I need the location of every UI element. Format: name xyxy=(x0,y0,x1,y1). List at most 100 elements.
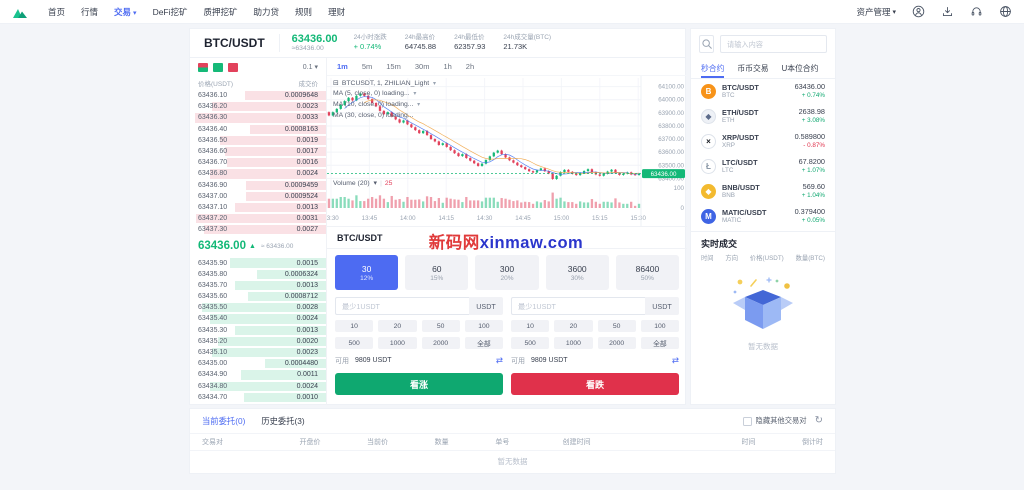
depth-view-asks-icon[interactable] xyxy=(228,62,238,72)
nav-item-boost-loan[interactable]: 助力贷 xyxy=(253,6,280,17)
quick-amount-10[interactable]: 10 xyxy=(335,320,374,332)
quick-amount-2000[interactable]: 2000 xyxy=(597,337,636,349)
timeframe-1m[interactable]: 1m xyxy=(337,62,348,71)
coin-list-item[interactable]: M MATIC/USDT MATIC 0.379400 + 0.05% xyxy=(691,204,835,229)
ma-legend: MA (30, close, 0) loading... xyxy=(333,112,414,119)
transfer-icon[interactable]: ⇄ xyxy=(495,355,503,365)
duration-60s[interactable]: 60 15% xyxy=(405,255,469,290)
precision-dropdown[interactable]: 0.1 ▾ xyxy=(302,64,318,71)
nav-item-defi-mining[interactable]: DeFi挖矿 xyxy=(152,6,188,17)
buy-down-button[interactable]: 看跌 xyxy=(511,373,679,395)
quick-amount-100[interactable]: 100 xyxy=(640,320,679,332)
svg-text:14:15: 14:15 xyxy=(438,215,454,222)
orderbook-row[interactable]: 63436.90 0.0009459 xyxy=(190,180,326,191)
orderbook-row[interactable]: 63436.30 0.0033 xyxy=(190,112,326,123)
quick-amount-50[interactable]: 50 xyxy=(597,320,636,332)
coin-list-item[interactable]: Ł LTC/USDT LTC 67.8200 + 1.07% xyxy=(691,154,835,179)
orders-tab-1[interactable]: 历史委托(3) xyxy=(261,416,305,426)
orderbook-row[interactable]: 63436.40 0.0008163 xyxy=(190,124,326,135)
duration-3600s[interactable]: 3600 30% xyxy=(545,255,609,290)
customer-service-icon[interactable] xyxy=(969,5,983,19)
orderbook-row[interactable]: 63435.80 0.0006324 xyxy=(190,269,326,280)
coin-list-item[interactable]: B BTC/USDT BTC 63436.00 + 0.74% xyxy=(691,79,835,104)
sidebar-tab-1[interactable]: 币币交易 xyxy=(737,64,769,73)
timeframe-2h[interactable]: 2h xyxy=(465,62,475,71)
nav-item-wealth[interactable]: 理财 xyxy=(328,6,346,17)
orderbook-row[interactable]: 63436.50 0.0019 xyxy=(190,135,326,146)
duration-30s[interactable]: 30 12% xyxy=(335,255,399,290)
orderbook-row[interactable]: 63435.20 0.0020 xyxy=(190,336,326,347)
orderbook-row[interactable]: 63435.60 0.0008712 xyxy=(190,291,326,302)
orders-tab-0[interactable]: 当前委托(0) xyxy=(202,416,246,426)
quick-amount-全部[interactable]: 全部 xyxy=(464,337,503,349)
quick-amount-全部[interactable]: 全部 xyxy=(640,337,679,349)
quick-amount-1000[interactable]: 1000 xyxy=(378,337,417,349)
quick-amount-20[interactable]: 20 xyxy=(554,320,593,332)
refresh-icon[interactable]: ↻ xyxy=(814,415,823,426)
quick-amount-500[interactable]: 500 xyxy=(511,337,550,349)
timeframe-5m[interactable]: 5m xyxy=(361,62,373,71)
orderbook-row[interactable]: 63435.70 0.0013 xyxy=(190,280,326,291)
chart-series-icon: ⊟ xyxy=(333,80,339,87)
timeframe-30m[interactable]: 30m xyxy=(414,62,430,71)
orderbook-row[interactable]: 63437.20 0.0031 xyxy=(190,213,326,224)
orderbook-row[interactable]: 63437.30 0.0027 xyxy=(190,224,326,235)
duration-86400s[interactable]: 86400 50% xyxy=(615,255,680,290)
order-amount: 0.0013 xyxy=(296,281,318,289)
quick-amount-100[interactable]: 100 xyxy=(464,320,503,332)
language-globe-icon[interactable] xyxy=(998,5,1012,19)
orders-controls: 隐藏其他交易对 ↻ xyxy=(742,415,823,426)
hide-other-pairs-checkbox[interactable] xyxy=(742,416,752,426)
orderbook-row[interactable]: 63436.80 0.0024 xyxy=(190,168,326,179)
quick-amount-1000[interactable]: 1000 xyxy=(554,337,593,349)
orderbook-row[interactable]: 63435.30 0.0013 xyxy=(190,325,326,336)
nav-item-home[interactable]: 首页 xyxy=(48,6,66,17)
quick-amount-50[interactable]: 50 xyxy=(421,320,460,332)
orderbook-row[interactable]: 63437.10 0.0013 xyxy=(190,202,326,213)
svg-text:13:30: 13:30 xyxy=(327,215,339,222)
candlestick-chart[interactable]: 13:30 13:45 14:00 14:15 14:30 14:45 15:00 15:15… xyxy=(327,76,687,226)
quick-amount-500[interactable]: 500 xyxy=(335,337,374,349)
orderbook-row[interactable]: 63435.40 0.0024 xyxy=(190,313,326,324)
orderbook-row[interactable]: 63434.80 0.0024 xyxy=(190,381,326,392)
nav-item-rules[interactable]: 规则 xyxy=(295,6,313,17)
orderbook-row[interactable]: 63436.70 0.0016 xyxy=(190,157,326,168)
orderbook-row[interactable]: 63434.90 0.0011 xyxy=(190,369,326,380)
asset-management-menu[interactable]: 资产管理 ▾ xyxy=(856,6,896,18)
amount-input-down[interactable] xyxy=(511,297,645,315)
depth-view-all-icon[interactable] xyxy=(198,62,208,72)
quick-amounts-down: 10 20 50 100 500 1000 2000 全部 xyxy=(511,320,679,349)
quick-amount-2000[interactable]: 2000 xyxy=(421,337,460,349)
orderbook-row[interactable]: 63436.60 0.0017 xyxy=(190,146,326,157)
search-input[interactable] xyxy=(720,35,827,53)
search-icon[interactable] xyxy=(699,35,714,53)
brand-logo[interactable] xyxy=(12,5,28,19)
timeframe-1h[interactable]: 1h xyxy=(443,62,452,71)
amount-input-up[interactable] xyxy=(335,297,469,315)
duration-300s[interactable]: 300 20% xyxy=(475,255,539,290)
user-account-icon[interactable] xyxy=(911,5,925,19)
nav-item-staking-mining[interactable]: 质押挖矿 xyxy=(203,6,238,17)
depth-view-bids-icon[interactable] xyxy=(213,62,223,72)
quick-amount-10[interactable]: 10 xyxy=(511,320,550,332)
orderbook-row[interactable]: 63434.70 0.0010 xyxy=(190,392,326,403)
quick-amount-20[interactable]: 20 xyxy=(378,320,417,332)
coin-list-item[interactable]: × XRP/USDT XRP 0.589800- 0.87% xyxy=(691,129,835,154)
coin-list-item[interactable]: ◆ ETH/USDT ETH 2638.98 + 3.08% xyxy=(691,104,835,129)
buy-up-button[interactable]: 看涨 xyxy=(335,373,503,395)
orderbook-row[interactable]: 63435.10 0.0023 xyxy=(190,347,326,358)
transfer-icon[interactable]: ⇄ xyxy=(671,355,679,365)
orderbook-row[interactable]: 63435.90 0.0015 xyxy=(190,257,326,268)
coin-list-item[interactable]: ◆ BNB/USDT BNB 569.60 + 1.04% xyxy=(691,179,835,204)
orderbook-row[interactable]: 63435.50 0.0028 xyxy=(190,302,326,313)
orderbook-row[interactable]: 63437.00 0.0009524 xyxy=(190,191,326,202)
nav-item-markets[interactable]: 行情 xyxy=(81,6,99,17)
sidebar-tab-2[interactable]: U本位合约 xyxy=(781,64,819,73)
download-app-icon[interactable] xyxy=(940,5,954,19)
timeframe-15m[interactable]: 15m xyxy=(386,62,401,71)
orderbook-row[interactable]: 63436.20 0.0023 xyxy=(190,101,326,112)
orderbook-row[interactable]: 63435.00 0.0004480 xyxy=(190,358,326,369)
orderbook-row[interactable]: 63436.10 0.0009648 xyxy=(190,90,326,101)
nav-item-trade[interactable]: 交易 ▾ xyxy=(114,6,137,17)
sidebar-tab-0[interactable]: 秒合约 xyxy=(701,59,725,78)
